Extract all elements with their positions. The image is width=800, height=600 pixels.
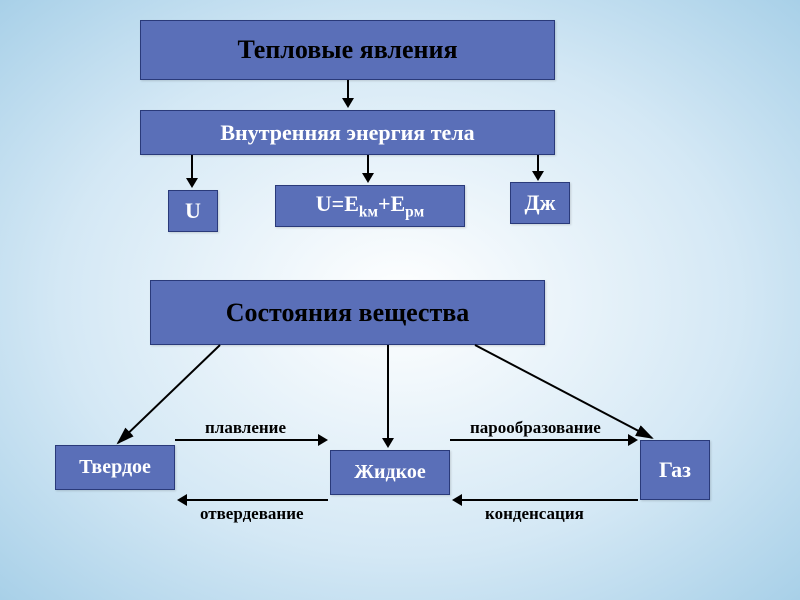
u-box: U	[168, 190, 218, 232]
u-label: U	[185, 198, 201, 224]
arrow-head-internal-joule	[532, 171, 544, 181]
title-box: Тепловые явления	[140, 20, 555, 80]
arrow-head-liquid-gas	[628, 434, 638, 446]
label-melting-text: плавление	[205, 418, 286, 437]
arrow-gas-liquid	[462, 499, 638, 501]
label-melting: плавление	[205, 418, 286, 438]
arrow-head-title-internal	[342, 98, 354, 108]
arrow-liquid-solid	[187, 499, 328, 501]
arrow-internal-u	[191, 155, 193, 180]
arrow-head-internal-formula	[362, 173, 374, 183]
liquid-box: Жидкое	[330, 450, 450, 495]
states-label: Состояния вещества	[226, 298, 470, 328]
label-solidification-text: отвердевание	[200, 504, 304, 523]
formula-label: U=Ekм+Epм	[316, 191, 424, 221]
title-label: Тепловые явления	[237, 35, 457, 65]
arrow-head-states-liquid	[382, 438, 394, 448]
arrow-title-internal	[347, 80, 349, 100]
solid-label: Твердое	[79, 456, 151, 479]
arrow-solid-liquid	[175, 439, 320, 441]
internal-energy-box: Внутренняя энергия тела	[140, 110, 555, 155]
label-evaporation: парообразование	[470, 418, 601, 438]
gas-box: Газ	[640, 440, 710, 500]
arrow-head-internal-u	[186, 178, 198, 188]
states-box: Состояния вещества	[150, 280, 545, 345]
internal-energy-label: Внутренняя энергия тела	[220, 120, 474, 146]
label-solidification: отвердевание	[200, 504, 304, 524]
formula-box: U=Ekм+Epм	[275, 185, 465, 227]
label-condensation-text: конденсация	[485, 504, 584, 523]
joule-box: Дж	[510, 182, 570, 224]
gas-label: Газ	[659, 457, 691, 483]
arrow-states-liquid	[387, 345, 389, 440]
label-condensation: конденсация	[485, 504, 584, 524]
solid-box: Твердое	[55, 445, 175, 490]
arrow-head-gas-liquid	[452, 494, 462, 506]
label-evaporation-text: парообразование	[470, 418, 601, 437]
arrow-head-solid-liquid	[318, 434, 328, 446]
arrow-head-liquid-solid	[177, 494, 187, 506]
joule-label: Дж	[524, 190, 555, 216]
liquid-label: Жидкое	[354, 461, 426, 484]
arrow-internal-formula	[367, 155, 369, 175]
arrow-liquid-gas	[450, 439, 630, 441]
